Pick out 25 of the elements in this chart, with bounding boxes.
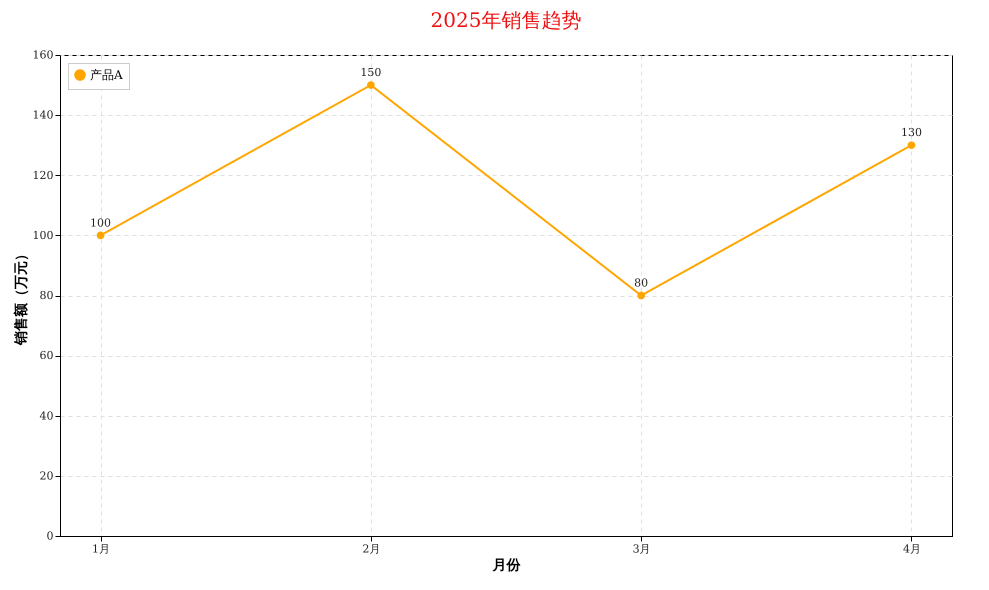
point [96, 232, 104, 240]
x-tick-label: 4月 [902, 542, 921, 556]
point [908, 141, 916, 150]
y-tick-label: 60 [40, 349, 54, 362]
point [637, 292, 646, 300]
chart-title: 2025年销售趋势 [430, 8, 582, 32]
x-axis-title: 月份 [492, 558, 522, 574]
data-label: 130 [900, 126, 922, 140]
y-tick-label: 40 [40, 409, 54, 422]
y-tick-label: 20 [40, 469, 54, 482]
point [366, 81, 375, 89]
y-tick-label: 120 [32, 168, 54, 182]
data-label: 150 [360, 66, 382, 80]
data-label: 80 [634, 276, 648, 290]
y-tick-label: 80 [40, 289, 54, 302]
y-tick-label: 160 [32, 48, 54, 62]
x-tick-label: 3月 [632, 542, 651, 556]
data-label: 100 [90, 216, 112, 230]
y-tick-label: 0 [46, 530, 54, 542]
x-tick-label: 1月 [92, 542, 110, 556]
x-tick-label: 2月 [362, 542, 380, 556]
legend-label: 产品A [90, 68, 123, 82]
y-axis-title: 销售额（万元） [12, 247, 30, 346]
y-tick-label: 100 [32, 228, 54, 242]
y-tick-label: 140 [32, 108, 54, 122]
